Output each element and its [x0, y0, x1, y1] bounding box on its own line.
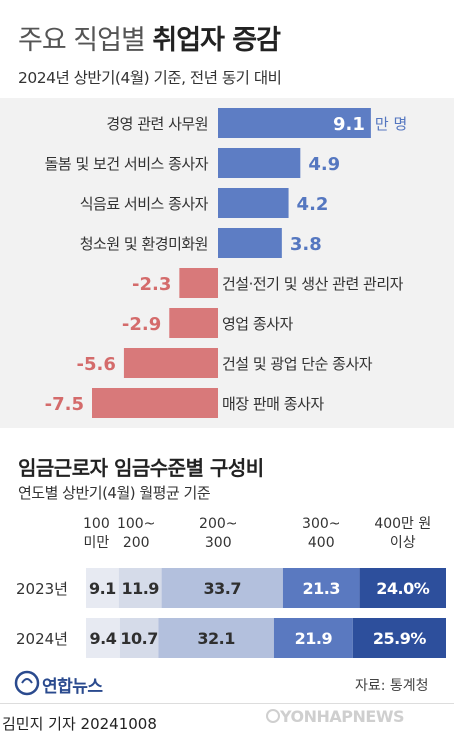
row-label-1: 2024년 — [16, 630, 68, 648]
segment-0-1 — [118, 568, 162, 608]
segment-label-0-2: 33.7 — [204, 579, 241, 598]
segment-label-0-1: 11.9 — [121, 579, 159, 598]
segment-1-3 — [273, 618, 353, 658]
segment-0-4 — [359, 568, 446, 608]
row-label-0: 2023년 — [16, 580, 68, 598]
category-label-1: 돌봄 및 보건 서비스 종사자 — [45, 155, 209, 173]
column-header-2-line1: 200~ — [199, 516, 237, 532]
value-label-5: -2.9 — [122, 314, 161, 335]
segment-label-1-3: 21.9 — [295, 629, 333, 648]
bar-7 — [92, 388, 218, 418]
value-label-1: 4.9 — [308, 154, 340, 175]
bar-4 — [179, 268, 218, 298]
bar-3 — [218, 228, 282, 258]
segment-1-4 — [352, 618, 446, 658]
unit-label: 만 명 — [375, 115, 407, 133]
value-label-6: -5.6 — [77, 354, 116, 375]
yonhap-logo-icon — [14, 670, 40, 696]
category-label-7: 매장 판매 종사자 — [222, 395, 324, 413]
footer-divider — [0, 703, 454, 704]
logo-text: 연합뉴스 — [42, 677, 103, 697]
segment-label-1-4: 25.9% — [373, 629, 426, 648]
column-header-3-line2: 400 — [308, 535, 335, 551]
wage-distribution-stacked-chart: 100 미만 100~ 200 200~ 300 300~ 400 400만 원이상 2023년 9… — [16, 516, 446, 658]
value-label-2: 4.2 — [297, 194, 329, 215]
bar-1 — [218, 148, 301, 178]
segment-label-1-0: 9.4 — [89, 629, 116, 648]
segment-1-2 — [158, 618, 274, 658]
value-label-3: 3.8 — [290, 234, 322, 255]
value-label-4: -2.3 — [132, 274, 171, 295]
title-normal: 주요 직업별 — [18, 25, 146, 56]
section-subtitle: 연도별 상반기(4월) 월평균 기준 — [18, 484, 211, 502]
source-note: 자료: 통계청 — [355, 678, 429, 694]
column-header-0-line1: 100 — [83, 516, 110, 532]
column-header-1-line1: 100~ — [117, 516, 155, 532]
category-label-6: 건설 및 광업 단순 종사자 — [222, 355, 373, 373]
bar-5 — [169, 308, 218, 338]
column-header-2-line2: 300 — [205, 535, 232, 551]
byline: 김민지 기자 20241008 — [2, 715, 157, 733]
bar-2 — [218, 188, 289, 218]
category-label-2: 식음료 서비스 종사자 — [80, 195, 209, 213]
value-label-0: 9.1 — [333, 114, 365, 135]
watermark: YONHAPNEWS — [280, 707, 405, 726]
segment-1-0 — [86, 618, 120, 658]
chart-subtitle: 2024년 상반기(4월) 기준, 전년 동기 대비 — [18, 69, 282, 87]
value-label-7: -7.5 — [45, 394, 84, 415]
employment-change-bar-chart: 경영 관련 사무원 9.1 만 명돌봄 및 보건 서비스 종사자 4.9 식음료 서비스… — [45, 108, 407, 418]
bar-6 — [123, 348, 218, 378]
segment-0-0 — [86, 568, 119, 608]
watermark-icon — [266, 709, 280, 723]
column-header-4-line1: 400만 원 — [374, 516, 431, 532]
segment-label-1-2: 32.1 — [197, 629, 235, 648]
segment-0-2 — [161, 568, 283, 608]
segment-1-1 — [119, 618, 159, 658]
segment-label-0-3: 21.3 — [303, 579, 340, 598]
column-header-3-line1: 300~ — [302, 516, 340, 532]
bar-0 — [218, 108, 371, 138]
segment-label-1-1: 10.7 — [120, 629, 157, 648]
column-header-4-line2: 이상 — [390, 535, 416, 551]
title-bold: 취업자 증감 — [152, 25, 281, 56]
segment-0-3 — [282, 568, 360, 608]
section-title: 임금근로자 임금수준별 구성비 — [18, 456, 264, 480]
column-header-1-line2: 200 — [123, 535, 150, 551]
segment-label-0-4: 24.0% — [376, 579, 429, 598]
category-label-5: 영업 종사자 — [222, 315, 293, 333]
category-label-3: 청소원 및 환경미화원 — [80, 235, 208, 253]
chart-title: 주요 직업별 취업자 증감 — [18, 18, 281, 57]
category-label-4: 건설·전기 및 생산 관련 관리자 — [222, 275, 404, 293]
column-header-0-line2: 미만 — [83, 535, 109, 551]
segment-label-0-0: 9.1 — [89, 579, 116, 598]
category-label-0: 경영 관련 사무원 — [106, 115, 208, 133]
